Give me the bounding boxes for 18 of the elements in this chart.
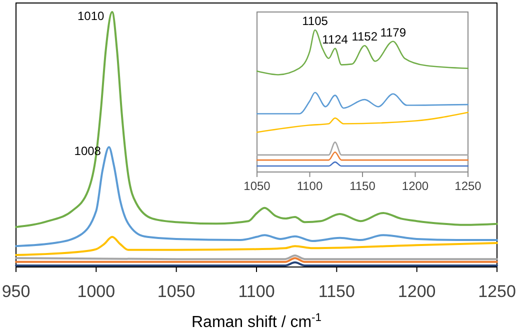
x-tick-label: 1150 [350, 179, 376, 193]
annotation: 1179 [380, 25, 406, 40]
x-axis-title: Raman shift / cm$^{-1}$ [192, 312, 322, 331]
annotation: 1010 [77, 9, 105, 23]
x-tick-label: 1200 [398, 282, 436, 301]
x-tick-label: 1050 [244, 179, 271, 193]
x-tick-label: 1050 [157, 282, 196, 301]
x-tick-label: 950 [2, 282, 30, 301]
annotation: 1152 [352, 30, 378, 44]
x-tick-label: 1100 [296, 179, 323, 193]
x-tick-label: 1250 [454, 179, 482, 193]
x-tick-label: 1150 [318, 282, 355, 301]
annotation: 1105 [302, 14, 328, 28]
x-tick-label: 1250 [478, 282, 516, 301]
x-tick-label: 1200 [402, 179, 429, 193]
x-tick-label: 1100 [238, 282, 275, 301]
annotation: 1124 [322, 32, 348, 46]
x-tick-label: 1000 [77, 282, 116, 301]
